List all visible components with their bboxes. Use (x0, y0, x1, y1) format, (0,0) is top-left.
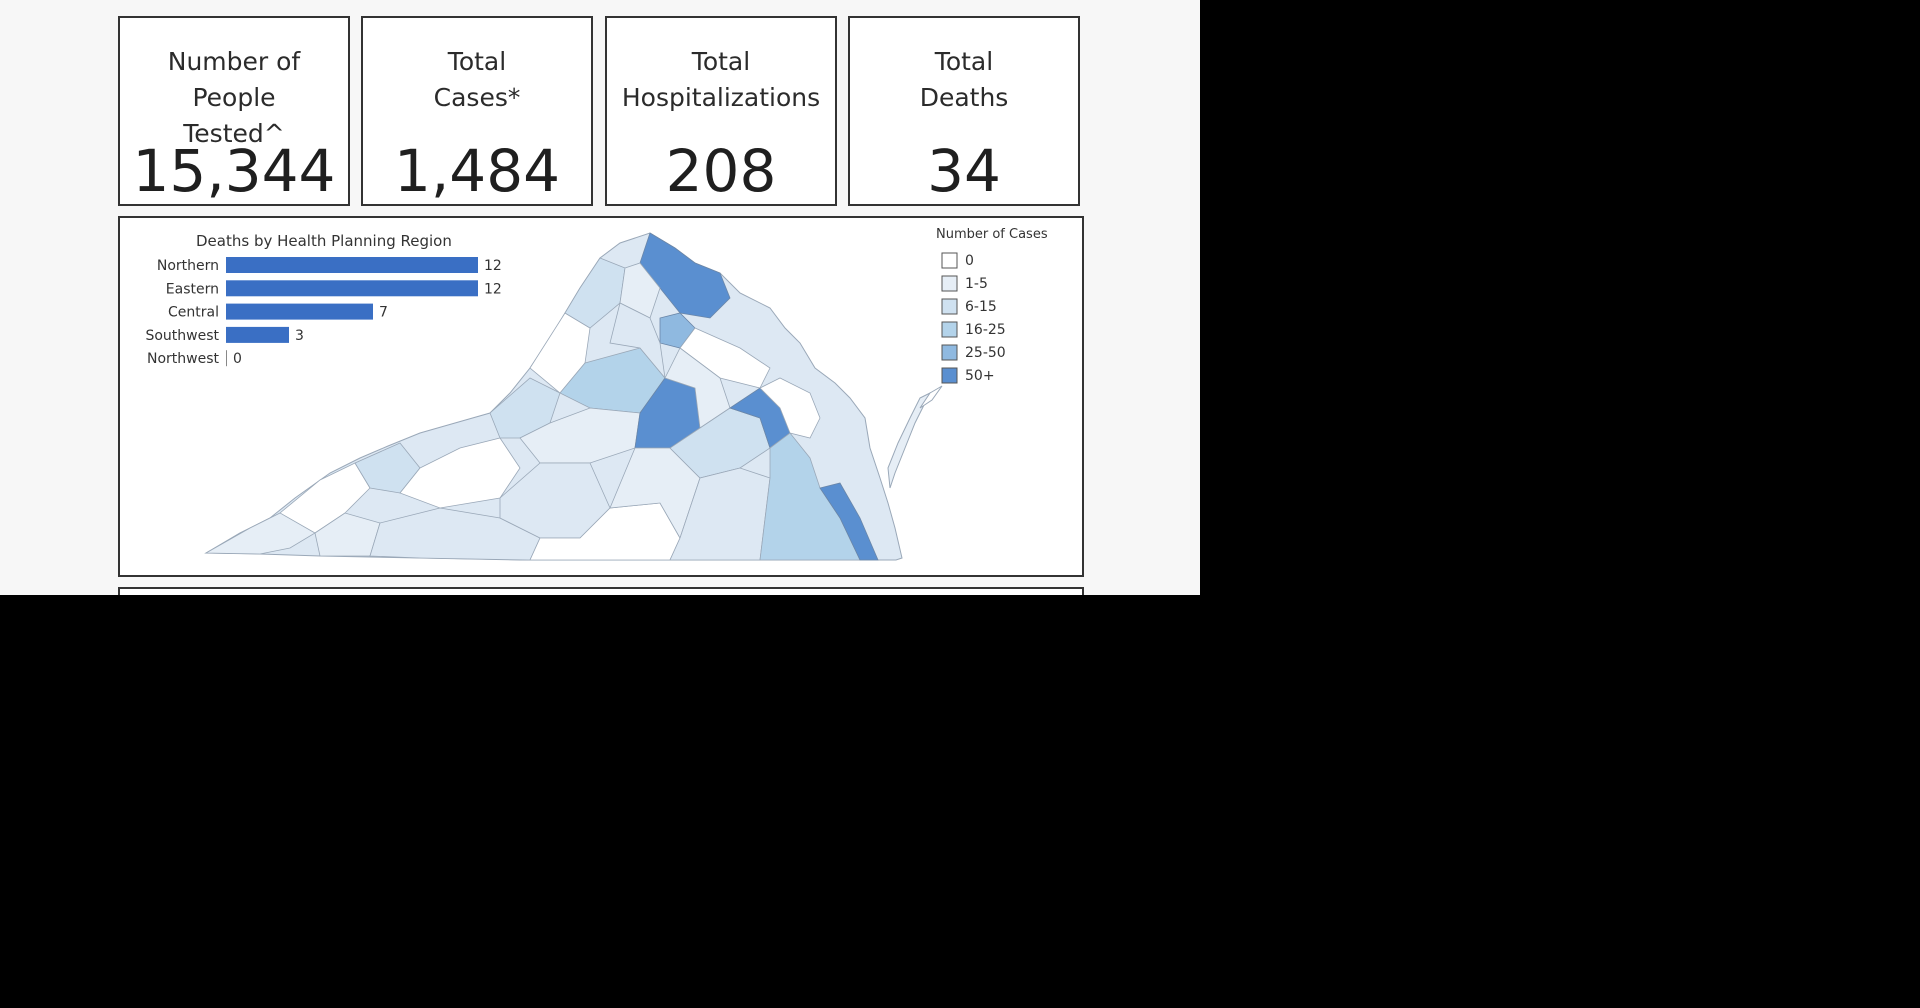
stat-value-hospitalizations: 208 (665, 137, 777, 205)
dashboard-canvas: Number of People Tested^ 15,344 Total Ca… (0, 0, 1200, 595)
legend-label: 1-5 (965, 276, 988, 292)
legend-swatch (941, 321, 958, 338)
bar-category-label: Northern (157, 258, 219, 274)
bar-category-label: Southwest (145, 328, 219, 344)
stat-value-cases: 1,484 (393, 137, 561, 205)
map-legend-title: Number of Cases (936, 227, 1048, 242)
map-and-chart-panel: Deaths by Health Planning Region Norther… (118, 216, 1084, 577)
virginia-county-map (204, 232, 943, 561)
stat-value-deaths: 34 (927, 137, 1001, 205)
bar-chart-group: Northern 12 Eastern 12 Central 7 Southwest 3 Nor… (145, 257, 502, 367)
bar-value-label: 0 (233, 351, 242, 367)
bar (226, 326, 289, 343)
bar-value-label: 12 (484, 258, 502, 274)
dashboard-title-partial (300, 0, 900, 8)
stat-card-cases: Total Cases* 1,484 (361, 16, 593, 206)
legend-label: 16-25 (965, 322, 1006, 338)
stat-label-cases: Total Cases* (433, 47, 521, 112)
map-region-central-west (399, 437, 521, 509)
map-region-eastern-shore (887, 391, 932, 489)
legend-label: 0 (965, 253, 974, 269)
stat-label-hospitalizations: Total Hospitalizations (621, 47, 821, 112)
bar (226, 303, 373, 320)
bar (226, 280, 478, 297)
bar-value-label: 12 (484, 281, 502, 297)
bar-value-label: 3 (295, 328, 304, 344)
map-region-virginia-beach (819, 482, 879, 561)
stat-label-deaths: Total Deaths (919, 47, 1009, 112)
legend-swatch (941, 298, 958, 315)
legend-label: 25-50 (965, 345, 1006, 361)
stat-value-tested: 15,344 (132, 137, 336, 205)
bar (226, 257, 478, 273)
bar-chart-title: Deaths by Health Planning Region (196, 232, 452, 250)
map-region-northern-va-2 (619, 262, 661, 319)
stat-card-tested: Number of People Tested^ 15,344 (118, 16, 350, 206)
legend-label: 6-15 (965, 299, 997, 315)
map-legend: 0 1-5 6-15 16-25 25-50 50+ (941, 252, 1006, 384)
map-region-shenandoah (529, 312, 591, 394)
bar-category-label: Northwest (147, 351, 220, 367)
bar-category-label: Central (168, 305, 219, 321)
legend-swatch (941, 275, 958, 292)
bottom-panel-partial (118, 587, 1084, 595)
stat-label-tested: Number of People Tested^ (167, 47, 301, 148)
bar-value-label: 7 (379, 305, 388, 321)
chart-svg: Deaths by Health Planning Region Norther… (145, 227, 1048, 561)
bar (226, 350, 227, 367)
bar-category-label: Eastern (166, 281, 219, 297)
legend-swatch (941, 252, 958, 269)
stat-card-hospitalizations: Total Hospitalizations 208 (605, 16, 837, 206)
map-region-eastern-shore-tip (919, 385, 943, 409)
stat-card-deaths: Total Deaths 34 (848, 16, 1080, 206)
legend-swatch (941, 367, 958, 384)
legend-label: 50+ (965, 368, 995, 384)
legend-swatch (941, 344, 958, 361)
map-region-middle-peninsula (759, 377, 821, 439)
